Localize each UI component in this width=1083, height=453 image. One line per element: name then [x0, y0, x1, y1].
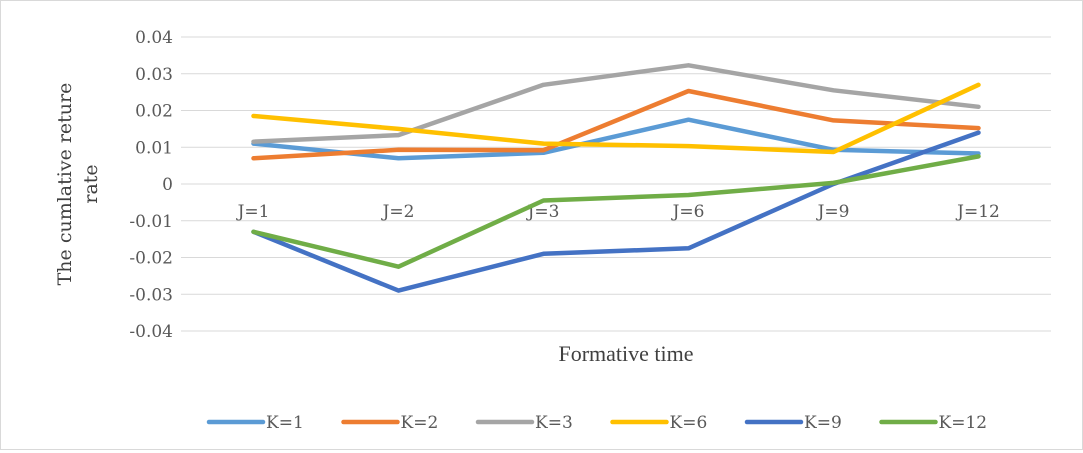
y-tick-label: 0.04 — [135, 28, 173, 48]
y-tick-label: 0 — [162, 175, 173, 195]
x-tick-label: J=2 — [381, 202, 415, 222]
legend-label: K=3 — [535, 413, 573, 433]
y-axis-title-line: rate — [80, 164, 102, 203]
y-tick-label: -0.03 — [129, 285, 173, 305]
legend-label: K=6 — [670, 413, 708, 433]
legend: K=1 K=2 K=3 K=6 K=9 K=12 — [206, 413, 988, 433]
x-tick-label: J=1 — [236, 202, 270, 222]
legend-label: K=12 — [939, 413, 988, 433]
gridlines — [181, 36, 1051, 332]
y-tick-label: 0.03 — [135, 65, 173, 85]
x-tick-label: J=12 — [955, 202, 1000, 222]
series-line-k-9 — [251, 130, 981, 293]
legend-label: K=2 — [401, 413, 439, 433]
series-line-k-3 — [251, 63, 981, 144]
x-tick-label: J=6 — [671, 202, 705, 222]
x-axis-title: Formative time — [558, 341, 693, 366]
y-axis-title-line: The cumlative reture — [54, 83, 76, 286]
series-line-k-12 — [251, 154, 981, 269]
legend-label: K=9 — [804, 413, 842, 433]
series-line-k-1 — [251, 117, 981, 161]
y-tick-label: -0.02 — [129, 249, 173, 269]
y-tick-label: 0.02 — [135, 102, 173, 122]
y-tick-label: 0.01 — [135, 138, 173, 158]
y-axis-title: The cumlative reture rate — [54, 83, 102, 286]
series-line-k-6 — [251, 82, 981, 155]
y-tick-label: -0.04 — [129, 322, 173, 342]
x-tick-label: J=9 — [816, 202, 850, 222]
y-tick-label: -0.01 — [129, 212, 173, 232]
series-line-k-2 — [251, 88, 981, 161]
y-axis-ticks: 0.04 0.03 0.02 0.01 0 -0.01 -0.02 -0.03 -0.04 — [129, 28, 173, 342]
legend-label: K=1 — [266, 413, 304, 433]
x-axis-ticks: J=1 J=2 J=3 J=6 J=9 J=12 — [236, 202, 1000, 222]
series-lines — [251, 63, 981, 293]
